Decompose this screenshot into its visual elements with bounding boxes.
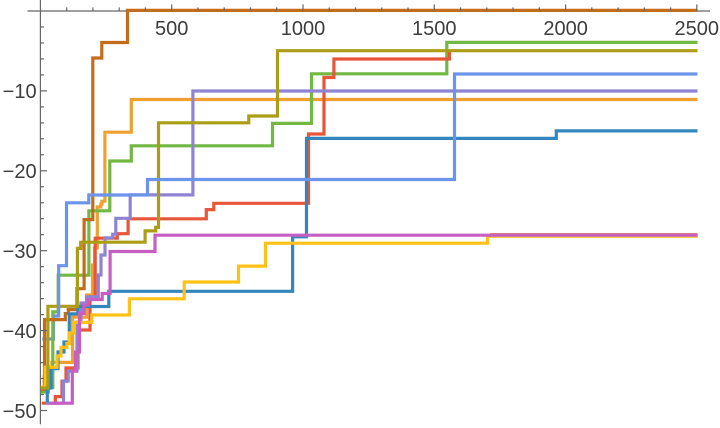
svg-text:2500: 2500 <box>675 18 720 40</box>
svg-text:1000: 1000 <box>281 18 326 40</box>
svg-text:−20: −20 <box>3 161 37 183</box>
svg-text:−50: −50 <box>3 401 37 423</box>
svg-text:−40: −40 <box>3 321 37 343</box>
svg-text:500: 500 <box>155 18 188 40</box>
svg-text:−30: −30 <box>3 241 37 263</box>
svg-text:2000: 2000 <box>543 18 588 40</box>
svg-text:−10: −10 <box>3 81 37 103</box>
svg-text:1500: 1500 <box>412 18 457 40</box>
